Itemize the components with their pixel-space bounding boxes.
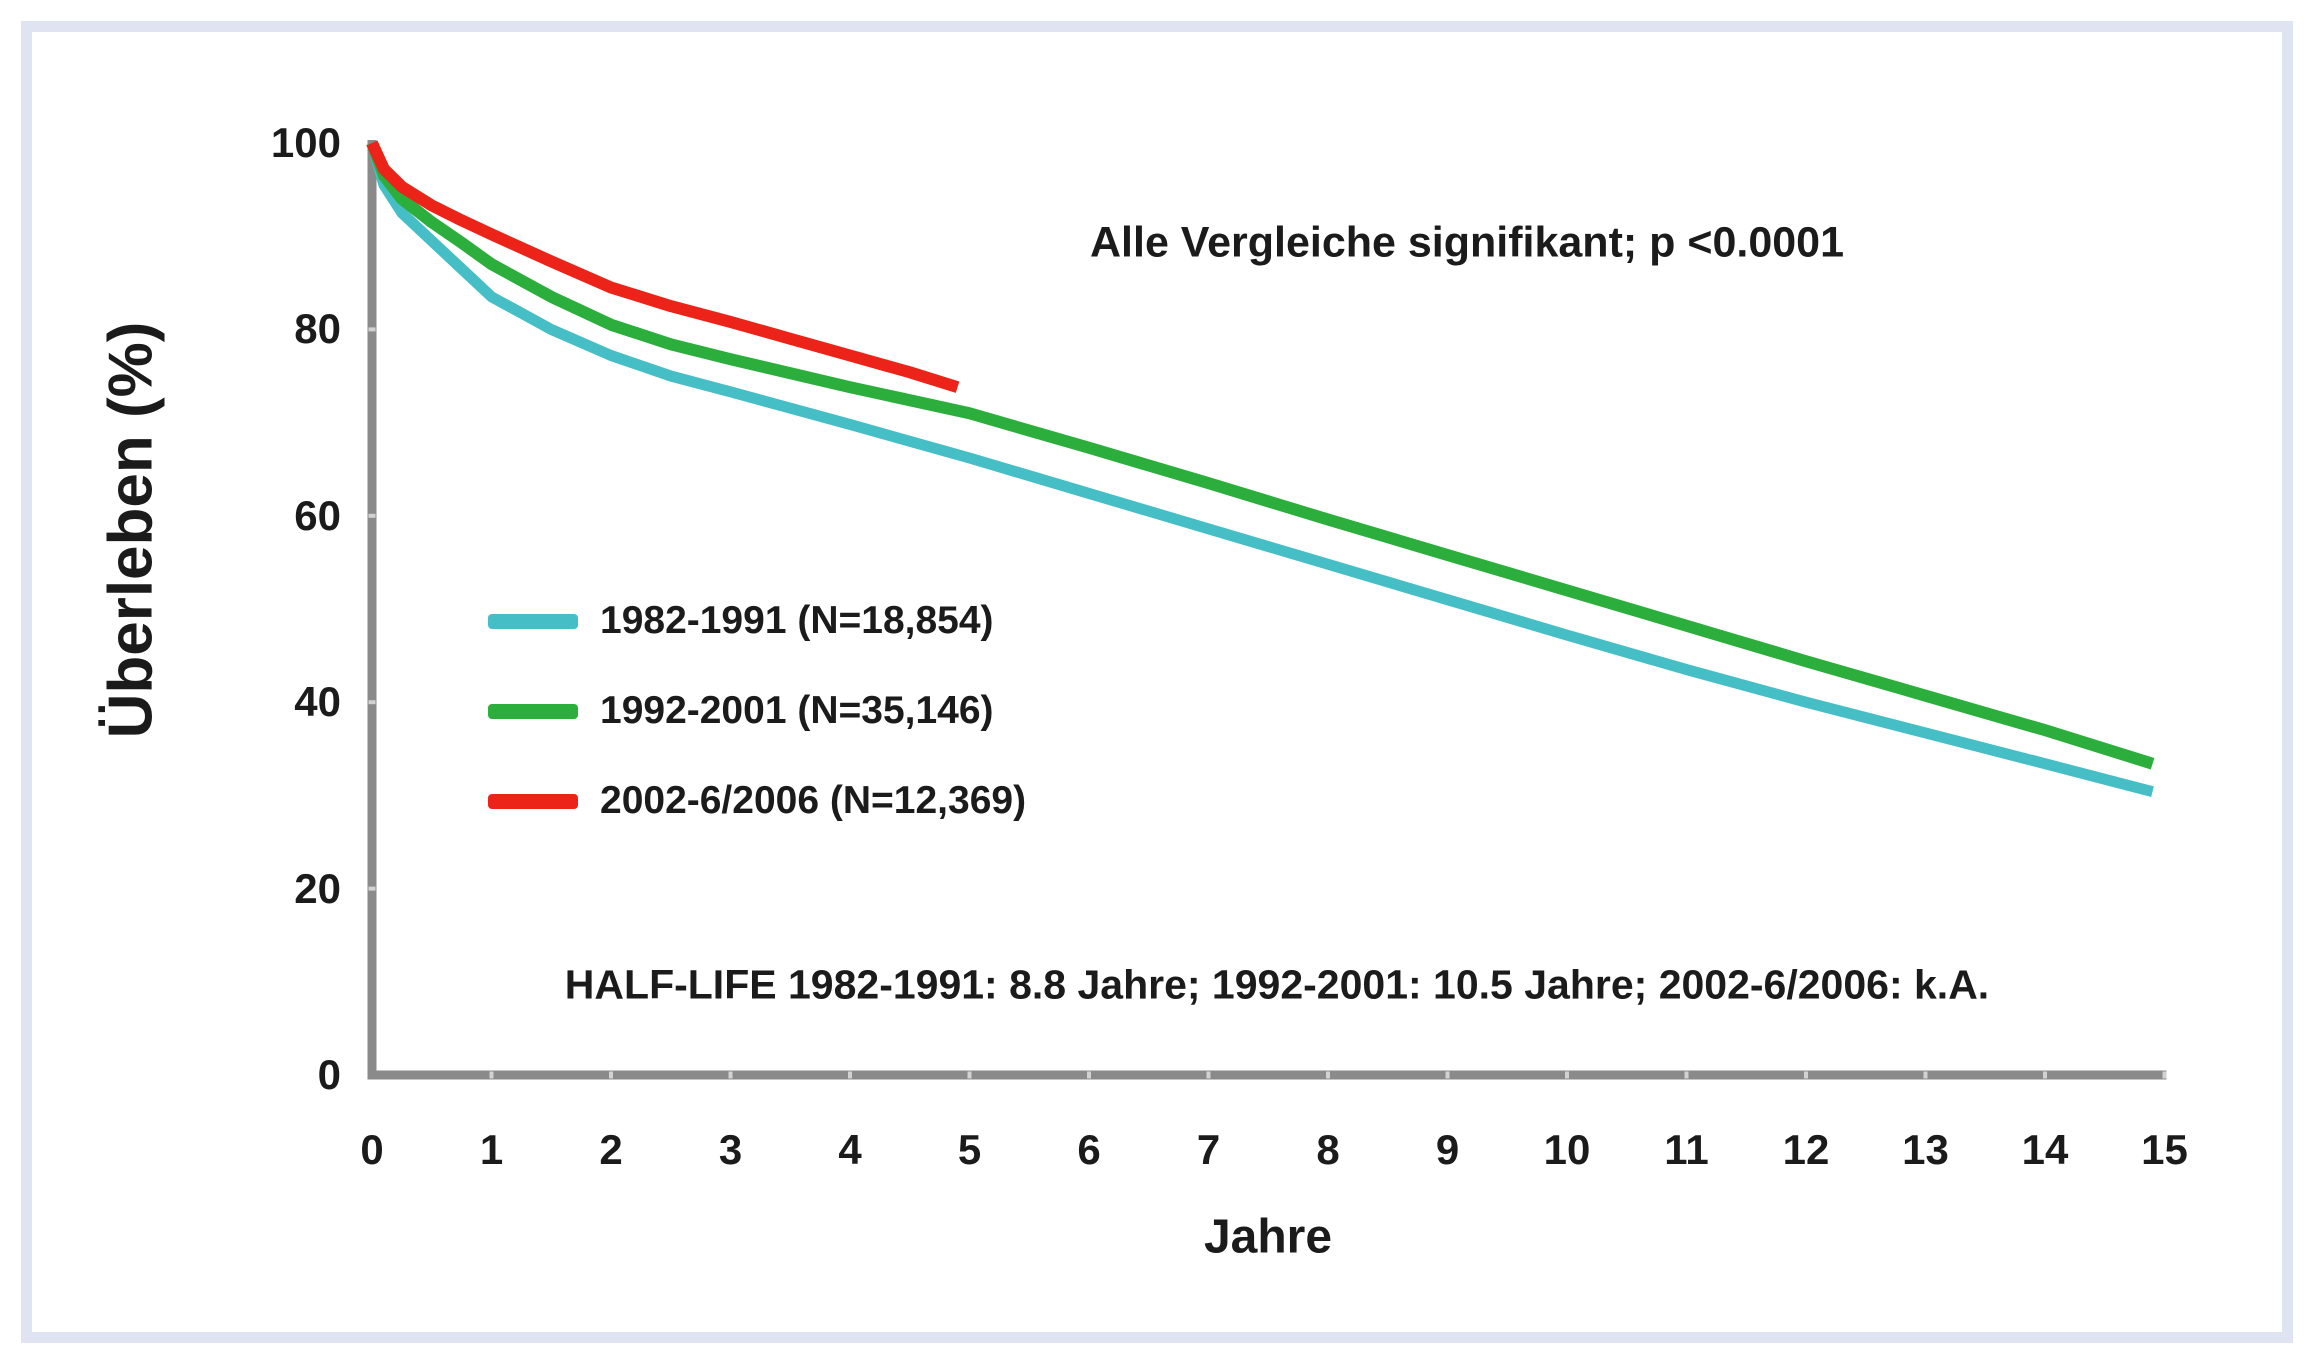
series-line-0 bbox=[366, 141, 2154, 797]
x-tick-label: 3 bbox=[718, 1126, 743, 1173]
legend-swatch-icon bbox=[488, 703, 578, 719]
x-tick-label: 15 bbox=[2141, 1126, 2188, 1173]
x-tick-label: 14 bbox=[2021, 1126, 2069, 1173]
x-tick-label: 13 bbox=[1902, 1126, 1949, 1173]
y-tick-label: 20 bbox=[294, 864, 341, 912]
x-tick-label: 4 bbox=[838, 1126, 862, 1173]
x-tick-label: 9 bbox=[1435, 1126, 1460, 1173]
series-line-2 bbox=[366, 140, 960, 393]
x-tick-label: 2 bbox=[599, 1126, 623, 1173]
y-tick-label: 100 bbox=[270, 119, 341, 166]
legend-item: 2002-6/2006 (N=12,369) bbox=[488, 778, 1026, 824]
y-tick-label: 80 bbox=[294, 305, 341, 353]
x-tick-label: 1 bbox=[479, 1126, 504, 1173]
legend-label: 1992-2001 (N=35,146) bbox=[600, 689, 994, 732]
legend-label: 2002-6/2006 (N=12,369) bbox=[600, 779, 1027, 822]
x-tick-label: 12 bbox=[1782, 1126, 1830, 1173]
x-tick-label: 11 bbox=[1664, 1126, 1709, 1173]
legend-swatch-icon bbox=[488, 613, 578, 629]
significance-note: Alle Vergleiche signifikant; p <0.0001 bbox=[1089, 218, 1845, 267]
y-tick-label: 40 bbox=[294, 678, 341, 726]
x-tick-label: 6 bbox=[1077, 1126, 1101, 1173]
x-axis-title: Jahre bbox=[1203, 1210, 1333, 1264]
x-tick-label: 5 bbox=[957, 1126, 982, 1173]
legend: 1982-1991 (N=18,854) 1992-2001 (N=35,146)… bbox=[488, 598, 1026, 868]
legend-swatch-icon bbox=[488, 793, 578, 809]
x-tick-label: 0 bbox=[360, 1126, 384, 1173]
y-tick-label: 60 bbox=[294, 491, 341, 539]
x-tick-label: 7 bbox=[1196, 1126, 1221, 1173]
half-life-note: HALF-LIFE 1982-1991: 8.8 Jahre; 1992-200… bbox=[564, 961, 1990, 1008]
legend-item: 1982-1991 (N=18,854) bbox=[488, 598, 1026, 644]
legend-item: 1992-2001 (N=35,146) bbox=[488, 688, 1026, 734]
y-tick-label: 0 bbox=[317, 1051, 341, 1098]
y-axis-title: Überleben (%) bbox=[96, 321, 166, 739]
legend-label: 1982-1991 (N=18,854) bbox=[600, 599, 994, 642]
x-tick-label: 10 bbox=[1543, 1126, 1591, 1173]
x-tick-label: 8 bbox=[1316, 1126, 1340, 1173]
series-line-1 bbox=[366, 140, 2155, 770]
figure-border bbox=[21, 21, 2293, 1343]
